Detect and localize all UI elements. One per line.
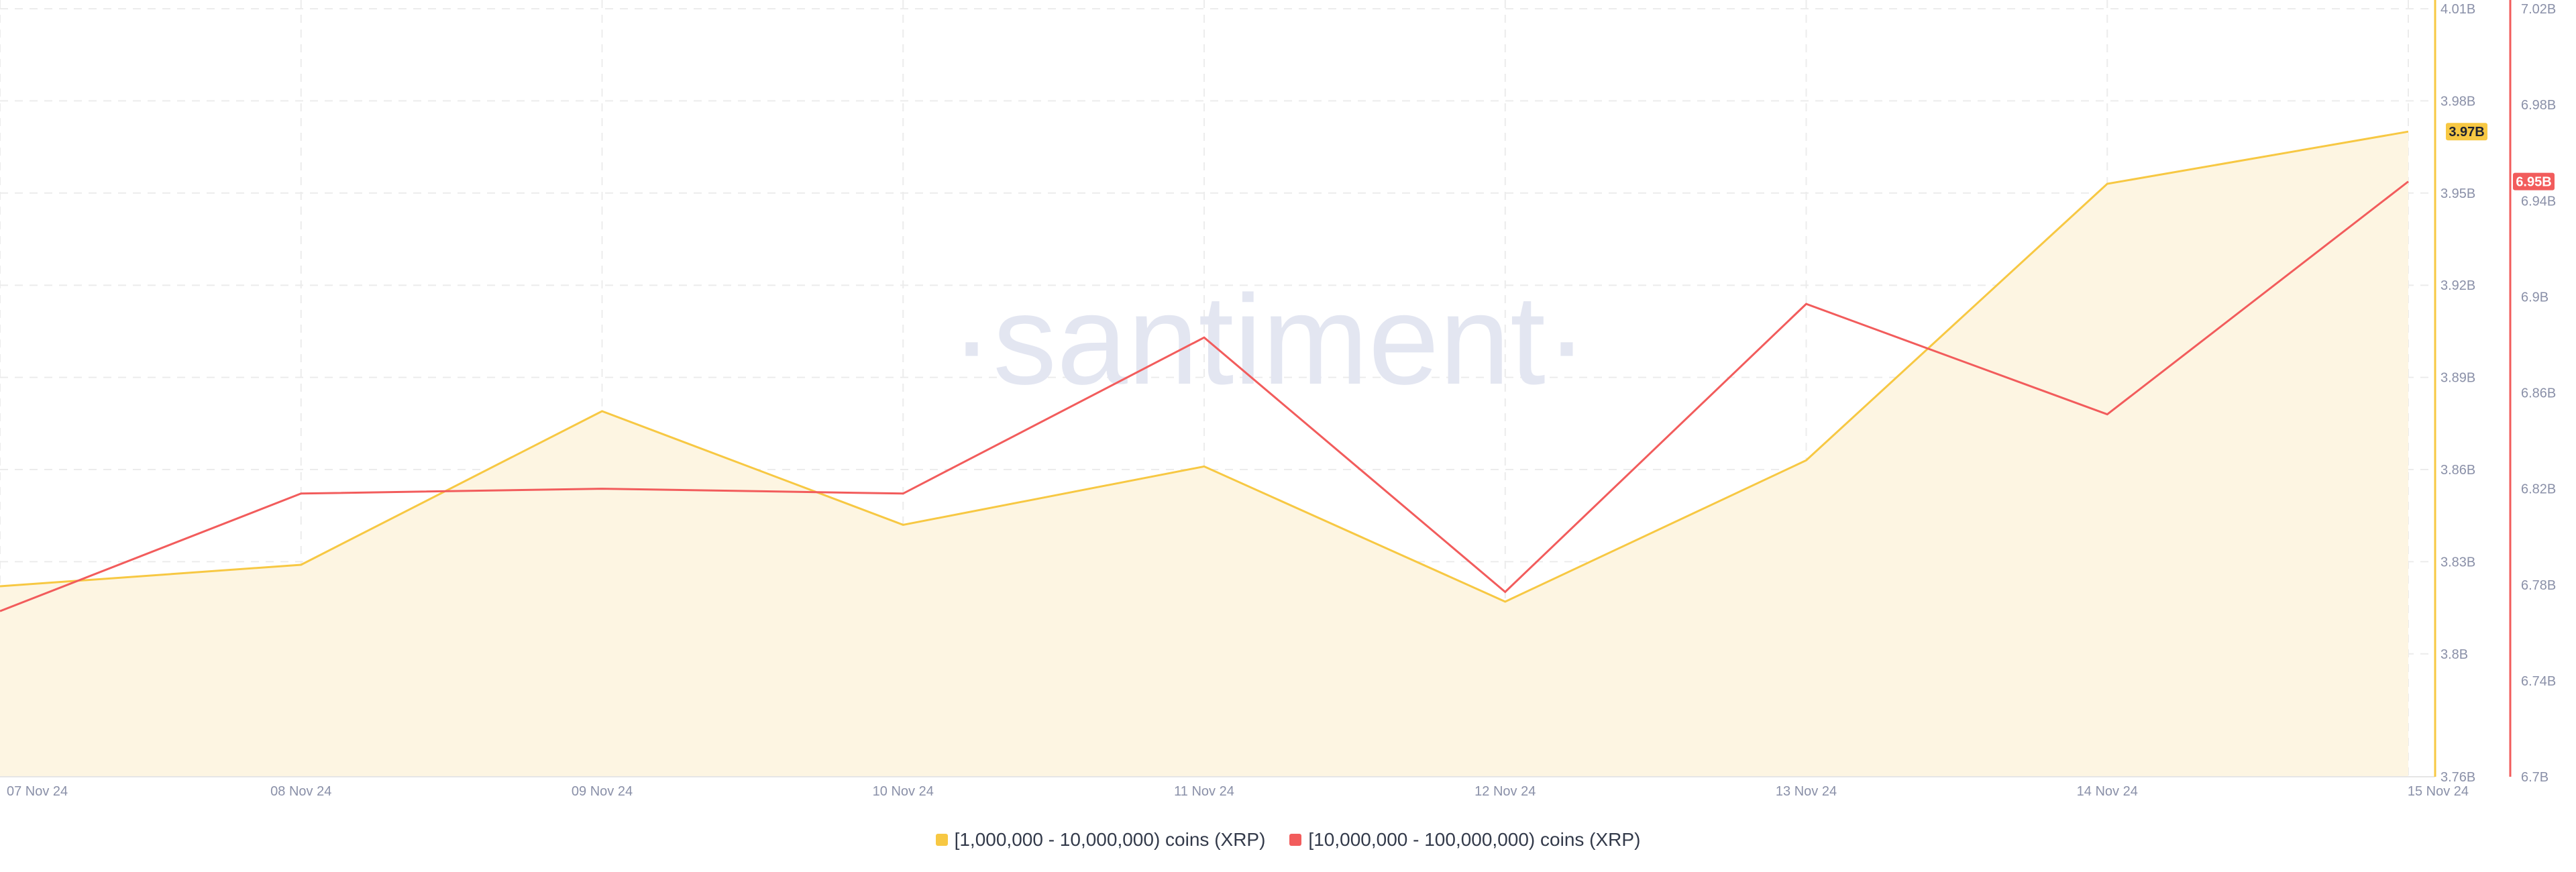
x-tick-label: 14 Nov 24 (2077, 784, 2138, 799)
x-tick-label: 13 Nov 24 (1776, 784, 1837, 799)
right-y-tick-label: 6.78B (2521, 578, 2556, 593)
right-y-tick-label: 7.02B (2521, 2, 2556, 17)
left-y-tick-label: 3.8B (2440, 647, 2468, 662)
x-tick-label: 12 Nov 24 (1474, 784, 1536, 799)
series-1-line (0, 130, 2409, 603)
left-y-tick-label: 3.86B (2440, 463, 2475, 478)
legend-item-series-1[interactable]: [1,000,000 - 10,000,000) coins (XRP) (935, 829, 1266, 851)
left-y-tick-label: 3.83B (2440, 555, 2475, 569)
x-tick-label: 09 Nov 24 (572, 784, 633, 799)
x-tick-label: 10 Nov 24 (873, 784, 934, 799)
x-tick-label: 07 Nov 24 (7, 784, 68, 799)
legend-label-series-1: [1,000,000 - 10,000,000) coins (XRP) (954, 829, 1266, 850)
santiment-watermark: ·santiment· (951, 269, 1588, 411)
right-y-tick-label: 6.94B (2521, 194, 2556, 209)
right-y-tick-label: 6.7B (2521, 770, 2548, 785)
legend: [1,000,000 - 10,000,000) coins (XRP) [10… (0, 824, 2576, 856)
series-1-area (0, 131, 2408, 777)
right-y-tick-label: 6.98B (2521, 98, 2556, 113)
legend-item-series-2[interactable]: [10,000,000 - 100,000,000) coins (XRP) (1289, 829, 1640, 851)
legend-swatch-series-2 (1289, 834, 1302, 846)
right-y-tick-label: 6.86B (2521, 386, 2556, 401)
series-1-last-value-badge (2446, 123, 2487, 141)
left-y-tick-label: 4.01B (2440, 2, 2475, 17)
left-y-tick-label: 3.76B (2440, 770, 2475, 785)
series-2-last-value-badge (2513, 172, 2555, 190)
right-y-tick-label: 6.82B (2521, 482, 2556, 497)
series-2-line (0, 180, 2409, 612)
left-y-tick-label: 3.92B (2440, 278, 2475, 293)
x-tick-label: 08 Nov 24 (270, 784, 331, 799)
legend-swatch-series-1 (935, 834, 948, 846)
legend-label-series-2: [10,000,000 - 100,000,000) coins (XRP) (1308, 829, 1641, 850)
series-1-last-value-label: 3.97B (2449, 125, 2484, 140)
right-y-tick-label: 6.74B (2521, 674, 2556, 689)
right-y-tick-label: 6.9B (2521, 290, 2548, 305)
series-layer (0, 130, 2409, 777)
series-2-last-value-label: 6.95B (2516, 175, 2551, 190)
x-tick-label: 15 Nov 24 (2408, 784, 2469, 799)
left-y-tick-label: 3.95B (2440, 186, 2475, 201)
left-y-tick-label: 3.89B (2440, 371, 2475, 386)
left-y-tick-label: 3.98B (2440, 94, 2475, 109)
axis-layer: 07 Nov 24 08 Nov 24 09 Nov 24 10 Nov 24 11 N… (0, 0, 2556, 799)
x-tick-label: 11 Nov 24 (1174, 784, 1234, 799)
